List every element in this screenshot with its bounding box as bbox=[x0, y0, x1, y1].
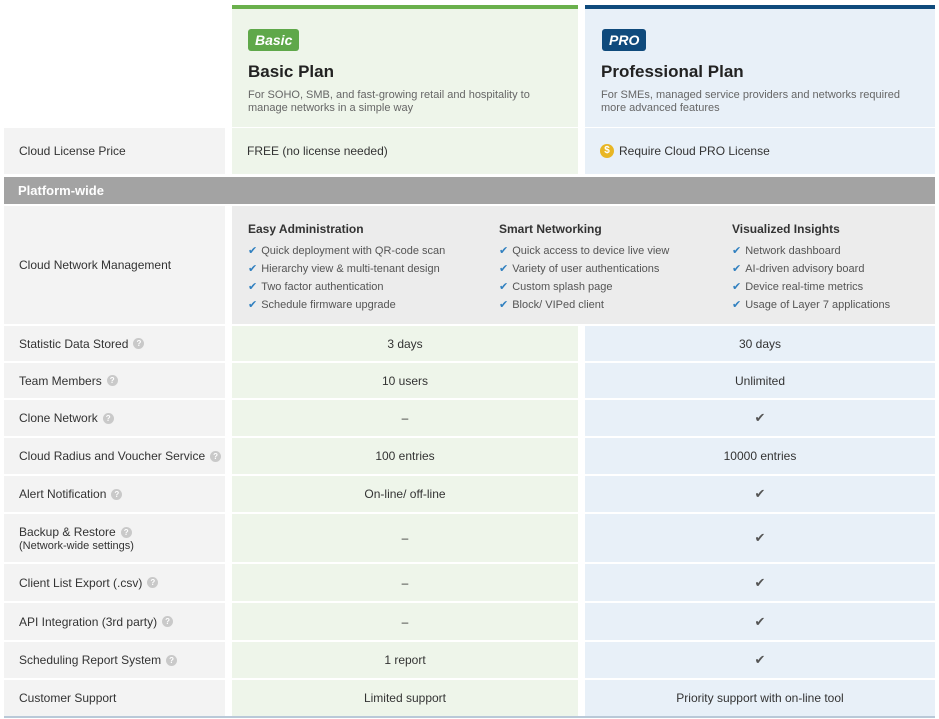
feature-group-title: Smart Networking bbox=[499, 222, 602, 236]
pro-plan-badge: PRO bbox=[602, 29, 647, 51]
check-icon: ✔ bbox=[499, 299, 509, 311]
row-label-cloud-radius: Cloud Radius and Voucher Service? bbox=[4, 438, 225, 474]
license-price-basic: FREE (no license needed) bbox=[232, 128, 578, 174]
row-pro-cloud-radius: 10000 entries bbox=[585, 438, 935, 474]
pro-plan-title: Professional Plan bbox=[601, 62, 744, 81]
row-label-backup-restore: Backup & Restore? (Network-wide settings… bbox=[4, 514, 225, 562]
row-basic-client-list-export: – bbox=[232, 564, 578, 601]
section-platform-wide: Platform-wide bbox=[4, 177, 935, 204]
feature-item: ✔ Device real-time metrics bbox=[732, 281, 864, 293]
feature-group-title: Easy Administration bbox=[248, 222, 364, 236]
help-icon[interactable]: ? bbox=[133, 338, 145, 349]
license-price-label-text: Cloud License Price bbox=[19, 144, 126, 158]
row-pro-customer-support: Priority support with on-line tool bbox=[585, 680, 935, 716]
feature-item: ✔ Usage of Layer 7 applications bbox=[732, 299, 891, 311]
help-icon[interactable]: ? bbox=[147, 577, 159, 588]
basic-plan-header: Basic Basic Plan For SOHO, SMB, and fast… bbox=[232, 5, 578, 127]
table-bottom-border bbox=[4, 716, 935, 718]
row-basic-scheduling-report: 1 report bbox=[232, 642, 578, 678]
check-icon: ✔ bbox=[248, 245, 258, 257]
license-price-label: Cloud License Price bbox=[4, 128, 225, 174]
row-basic-customer-support: Limited support bbox=[232, 680, 578, 716]
row-label-customer-support: Customer Support bbox=[4, 680, 225, 716]
row-basic-team-members: 10 users bbox=[232, 363, 578, 398]
check-icon: ✔ bbox=[499, 245, 509, 257]
feature-item: ✔ Schedule firmware upgrade bbox=[248, 299, 396, 311]
help-icon[interactable]: ? bbox=[166, 654, 178, 666]
row-label-client-list-export: Client List Export (.csv)? bbox=[4, 564, 225, 601]
row-basic-backup-restore: – bbox=[232, 514, 578, 562]
check-icon: ✔ bbox=[732, 245, 742, 257]
check-icon: ✔ bbox=[732, 299, 742, 311]
license-price-pro: $ Require Cloud PRO License bbox=[585, 128, 935, 174]
check-icon: ✔ bbox=[499, 263, 509, 275]
check-icon: ✔ bbox=[248, 299, 258, 311]
help-icon[interactable]: ? bbox=[111, 488, 123, 500]
row-basic-api-integration: – bbox=[232, 603, 578, 640]
check-icon: ✔ bbox=[585, 642, 935, 678]
license-price-pro-text: Require Cloud PRO License bbox=[619, 144, 770, 158]
feature-item: ✔ Quick deployment with QR-code scan bbox=[248, 245, 446, 257]
check-icon: ✔ bbox=[732, 281, 742, 293]
row-label-team-members: Team Members? bbox=[4, 363, 225, 398]
feature-item: ✔ Quick access to device live view bbox=[499, 245, 670, 257]
row-label-statistic-data: Statistic Data Stored? bbox=[4, 326, 225, 361]
feature-item: ✔ Custom splash page bbox=[499, 281, 613, 293]
row-basic-clone-network: – bbox=[232, 400, 578, 436]
feature-group-title: Visualized Insights bbox=[732, 222, 840, 236]
row-basic-statistic-data: 3 days bbox=[232, 326, 578, 361]
check-icon: ✔ bbox=[248, 263, 258, 275]
feature-item: ✔ Two factor authentication bbox=[248, 281, 384, 293]
check-icon: ✔ bbox=[585, 564, 935, 601]
help-icon[interactable]: ? bbox=[162, 616, 174, 627]
feature-item: ✔ Network dashboard bbox=[732, 245, 841, 257]
network-management-features: Easy Administration ✔ Quick deployment wi… bbox=[232, 206, 935, 324]
license-price-basic-text: FREE (no license needed) bbox=[247, 144, 388, 158]
help-icon[interactable]: ? bbox=[120, 526, 132, 538]
feature-group-smart-networking: Smart Networking ✔ Quick access to device… bbox=[499, 222, 669, 314]
row-label-alert-notification: Alert Notification? bbox=[4, 476, 225, 512]
backup-restore-label-block: Backup & Restore? (Network-wide settings… bbox=[19, 524, 134, 552]
help-icon[interactable]: ? bbox=[106, 375, 118, 386]
row-basic-alert-notification: On-line/ off-line bbox=[232, 476, 578, 512]
check-icon: ✔ bbox=[248, 281, 258, 293]
backup-restore-sublabel: (Network-wide settings) bbox=[19, 539, 134, 552]
basic-plan-badge: Basic bbox=[248, 29, 300, 51]
check-icon: ✔ bbox=[585, 476, 935, 512]
row-label-api-integration: API Integration (3rd party)? bbox=[4, 603, 225, 640]
check-icon: ✔ bbox=[585, 514, 935, 562]
basic-plan-description: For SOHO, SMB, and fast-growing retail a… bbox=[248, 89, 530, 114]
feature-item: ✔ AI-driven advisory board bbox=[732, 263, 865, 275]
feature-item: ✔ Hierarchy view & multi-tenant design bbox=[248, 263, 440, 275]
feature-group-easy-administration: Easy Administration ✔ Quick deployment wi… bbox=[248, 222, 445, 314]
feature-item: ✔ Variety of user authentications bbox=[499, 263, 660, 275]
pro-plan-description: For SMEs, managed service providers and … bbox=[601, 89, 900, 114]
row-pro-team-members: Unlimited bbox=[585, 363, 935, 398]
feature-group-visualized-insights: Visualized Insights ✔ Network dashboard ✔… bbox=[732, 222, 890, 314]
basic-plan-title: Basic Plan bbox=[248, 62, 334, 81]
row-label-scheduling-report: Scheduling Report System? bbox=[4, 642, 225, 678]
row-label-clone-network: Clone Network? bbox=[4, 400, 225, 436]
feature-item: ✔ Block/ VIPed client bbox=[499, 299, 604, 311]
check-icon: ✔ bbox=[499, 281, 509, 293]
help-icon[interactable]: ? bbox=[102, 412, 114, 424]
network-management-label-text: Cloud Network Management bbox=[19, 258, 172, 272]
row-pro-statistic-data: 30 days bbox=[585, 326, 935, 361]
check-icon: ✔ bbox=[585, 603, 935, 640]
check-icon: ✔ bbox=[585, 400, 935, 436]
help-icon[interactable]: ? bbox=[210, 450, 222, 462]
dollar-coin-icon: $ bbox=[600, 144, 614, 158]
network-management-label: Cloud Network Management bbox=[4, 206, 225, 324]
pro-plan-header: PRO Professional Plan For SMEs, managed … bbox=[585, 5, 935, 127]
check-icon: ✔ bbox=[732, 263, 742, 275]
row-basic-cloud-radius: 100 entries bbox=[232, 438, 578, 474]
